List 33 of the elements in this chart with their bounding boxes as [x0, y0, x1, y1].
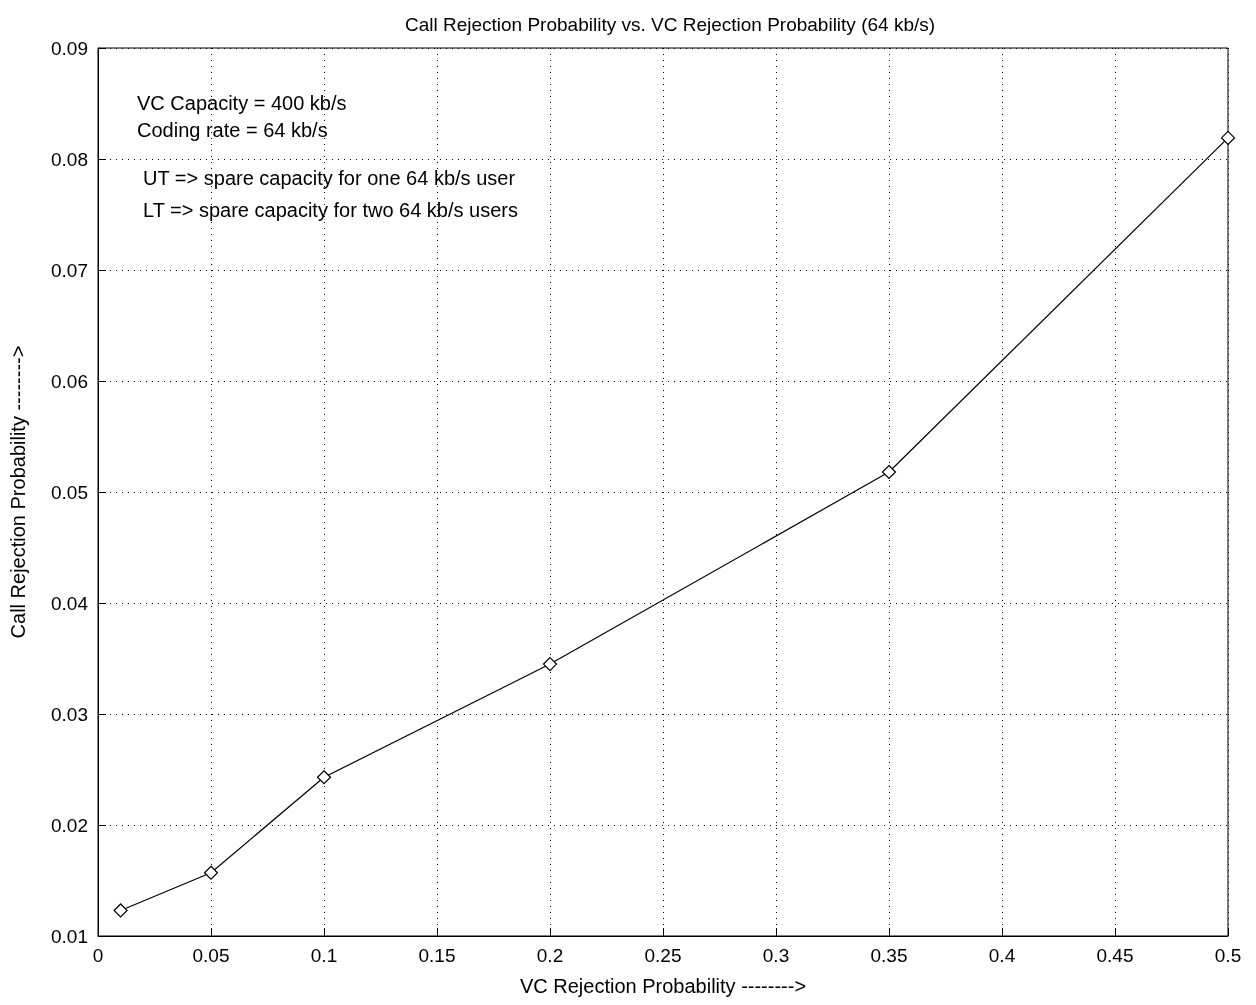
x-tick-label: 0.2	[536, 945, 564, 966]
y-tick-label: 0.05	[51, 481, 88, 503]
y-tick-label: 0.06	[51, 370, 88, 392]
x-tick-label: 0.4	[988, 945, 1016, 966]
annotation: LT => spare capacity for two 64 kb/s users	[143, 199, 518, 221]
y-tick-label: 0.08	[51, 148, 88, 170]
point	[113, 903, 128, 918]
point	[203, 865, 219, 880]
x-axis-title: VC Rejection Probability -------->	[519, 975, 807, 997]
y-tick-label: 0.09	[51, 37, 88, 59]
y-tick-label: 0.07	[51, 259, 88, 281]
point	[1220, 130, 1236, 146]
point	[542, 656, 558, 672]
y-axis-title: Call Rejection Probability -------->	[7, 345, 29, 639]
point	[881, 464, 897, 480]
annotation: Coding rate = 64 kb/s	[137, 119, 328, 141]
x-tick-label: 0.25	[644, 945, 682, 966]
x-tick-label: 0.3	[762, 945, 790, 966]
x-tick-label: 0.35	[870, 945, 908, 966]
x-tick-label: 0.1	[310, 945, 338, 966]
x-tick-label: 0.15	[418, 945, 456, 966]
annotation: UT => spare capacity for one 64 kb/s user	[143, 167, 516, 189]
y-tick-label: 0.04	[51, 592, 89, 614]
y-tick-label: 0.02	[51, 814, 88, 836]
x-tick-label: 0.45	[1096, 945, 1134, 966]
y-tick-label: 0.03	[51, 703, 88, 725]
x-tick-label: 0.5	[1214, 945, 1242, 966]
annotation: VC Capacity = 400 kb/s	[137, 92, 347, 114]
x-tick-label: 0.05	[192, 945, 230, 966]
y-tick-label: 0.01	[51, 925, 88, 947]
point	[316, 770, 332, 785]
chart-title: Call Rejection Probability vs. VC Rejection Probability (64 kb/s)	[404, 14, 936, 35]
x-tick-label: 0	[92, 945, 104, 966]
